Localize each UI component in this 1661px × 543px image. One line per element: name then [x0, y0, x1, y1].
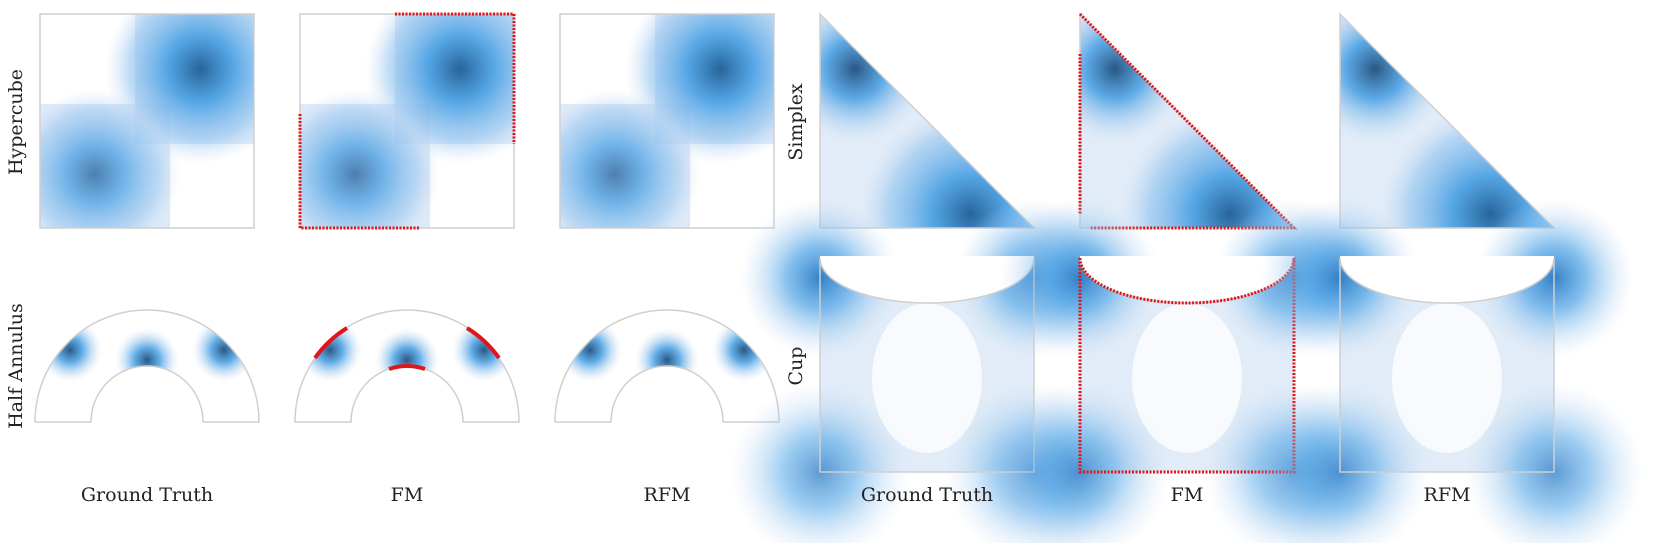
boundary-violations	[298, 12, 516, 230]
row-label-simplex: Simplex	[785, 83, 807, 161]
column-label-ground-truth-right: Ground Truth	[861, 484, 993, 506]
panel-cup-rfm	[1250, 198, 1644, 543]
column-label-fm-right: FM	[1171, 484, 1204, 506]
row-label-cup: Cup	[785, 347, 807, 386]
panel-half-annulus-rfm	[554, 309, 780, 423]
panel-half-annulus-ground-truth	[34, 309, 260, 423]
column-label-ground-truth-left: Ground Truth	[81, 484, 213, 506]
boundary-violations	[313, 326, 501, 371]
row-label-hypercube: Hypercube	[5, 69, 27, 175]
panel-hypercube-fm	[298, 12, 516, 230]
column-label-rfm-right: RFM	[1424, 484, 1471, 506]
panel-half-annulus-fm	[294, 309, 520, 423]
column-label-rfm-left: RFM	[644, 484, 691, 506]
column-label-fm-left: FM	[391, 484, 424, 506]
panel-hypercube-ground-truth	[39, 13, 255, 229]
panel-hypercube-rfm	[559, 13, 775, 229]
row-label-half-annulus: Half Annulus	[5, 303, 27, 429]
